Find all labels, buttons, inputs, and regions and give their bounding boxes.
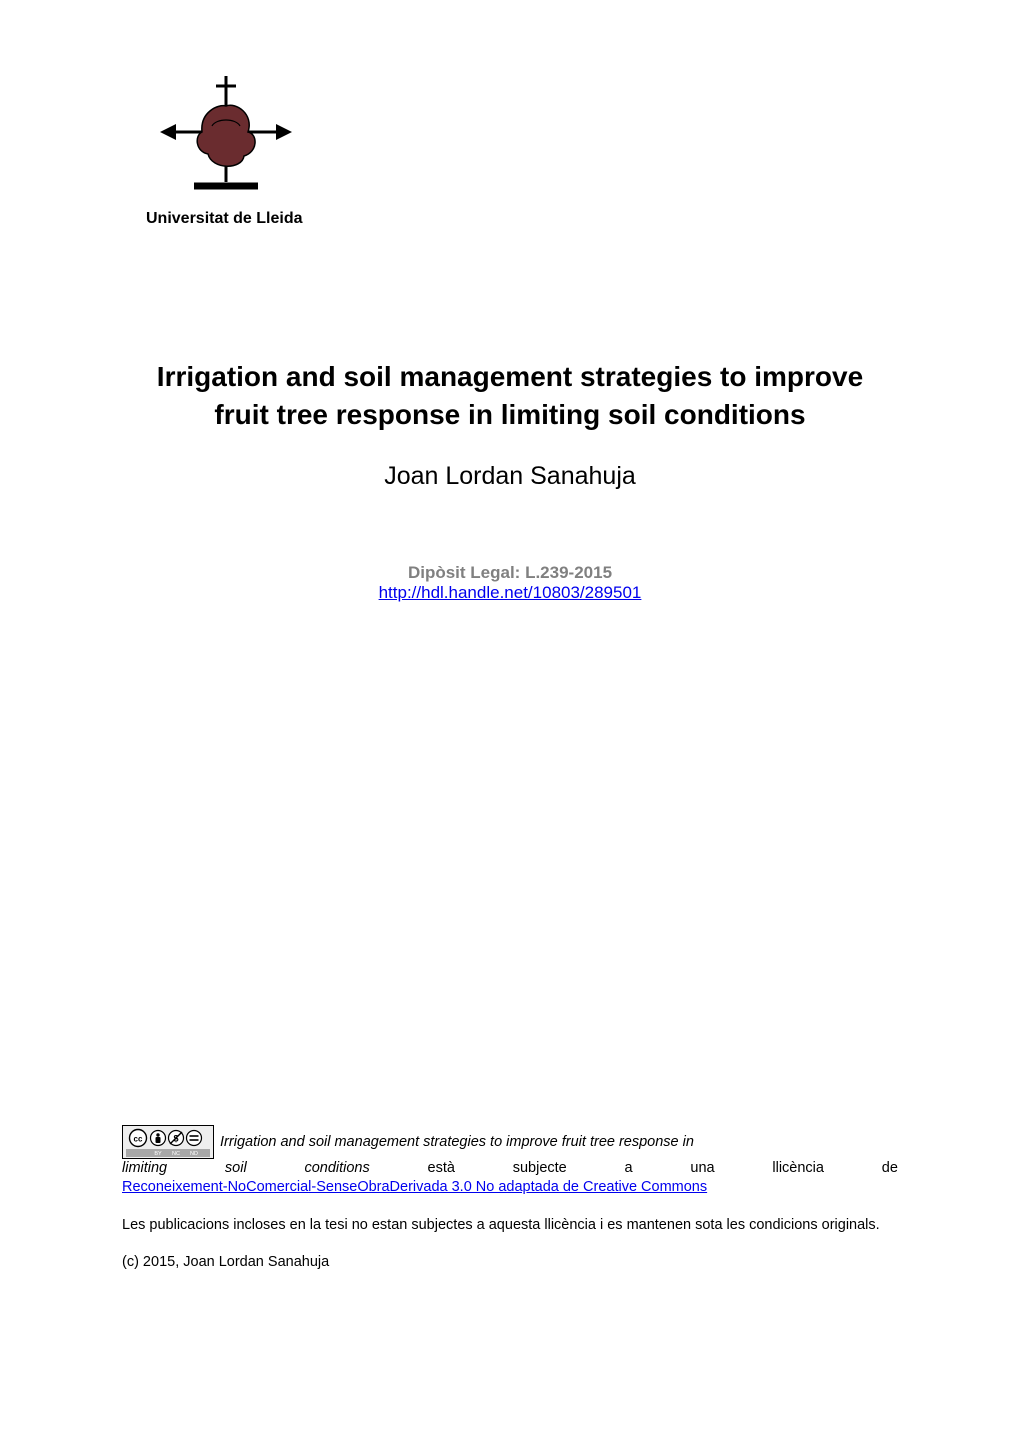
svg-text:cc: cc [134, 1134, 143, 1143]
lw-7: llicència [772, 1159, 824, 1179]
lw-6: una [690, 1159, 714, 1179]
license-block: cc $ BY NC ND [122, 1125, 898, 1273]
university-logo-block: Universitat de Lleida [146, 74, 898, 228]
svg-text:BY: BY [154, 1151, 162, 1157]
author-name: Joan Lordan Sanahuja [122, 462, 898, 491]
title-block: Irrigation and soil management strategie… [122, 358, 898, 491]
lw-3: està [428, 1159, 455, 1179]
cc-by-nc-nd-icon: cc $ BY NC ND [126, 1127, 210, 1157]
lw-2: conditions [304, 1159, 369, 1179]
thesis-title: Irrigation and soil management strategie… [122, 358, 898, 434]
license-paragraph: cc $ BY NC ND [122, 1125, 898, 1198]
license-row-2: limiting soil conditions està subjecte a… [122, 1159, 898, 1179]
license-link[interactable]: Reconeixement-NoComercial-SenseObraDeriv… [122, 1179, 707, 1195]
deposit-legal-label: Dipòsit Legal: L.239-2015 [122, 563, 898, 583]
svg-text:ND: ND [190, 1151, 198, 1157]
lw-4: subjecte [513, 1159, 567, 1179]
university-logo [146, 74, 306, 204]
title-line-2: fruit tree response in limiting soil con… [214, 399, 805, 430]
lw-0: limiting [122, 1159, 167, 1179]
university-name: Universitat de Lleida [146, 210, 898, 228]
handle-link[interactable]: http://hdl.handle.net/10803/289501 [379, 583, 642, 602]
copyright-line: (c) 2015, Joan Lordan Sanahuja [122, 1253, 898, 1273]
lw-1: soil [225, 1159, 247, 1179]
page-root: Universitat de Lleida Irrigation and soi… [0, 0, 1020, 1443]
cc-badge: cc $ BY NC ND [122, 1125, 214, 1159]
publications-note: Les publicacions incloses en la tesi no … [122, 1216, 898, 1236]
deposit-block: Dipòsit Legal: L.239-2015 http://hdl.han… [122, 563, 898, 603]
lw-5: a [625, 1159, 633, 1179]
license-italic-title: Irrigation and soil management strategie… [220, 1134, 694, 1150]
title-line-1: Irrigation and soil management strategie… [157, 361, 863, 392]
lw-8: de [882, 1159, 898, 1179]
svg-text:NC: NC [172, 1151, 180, 1157]
